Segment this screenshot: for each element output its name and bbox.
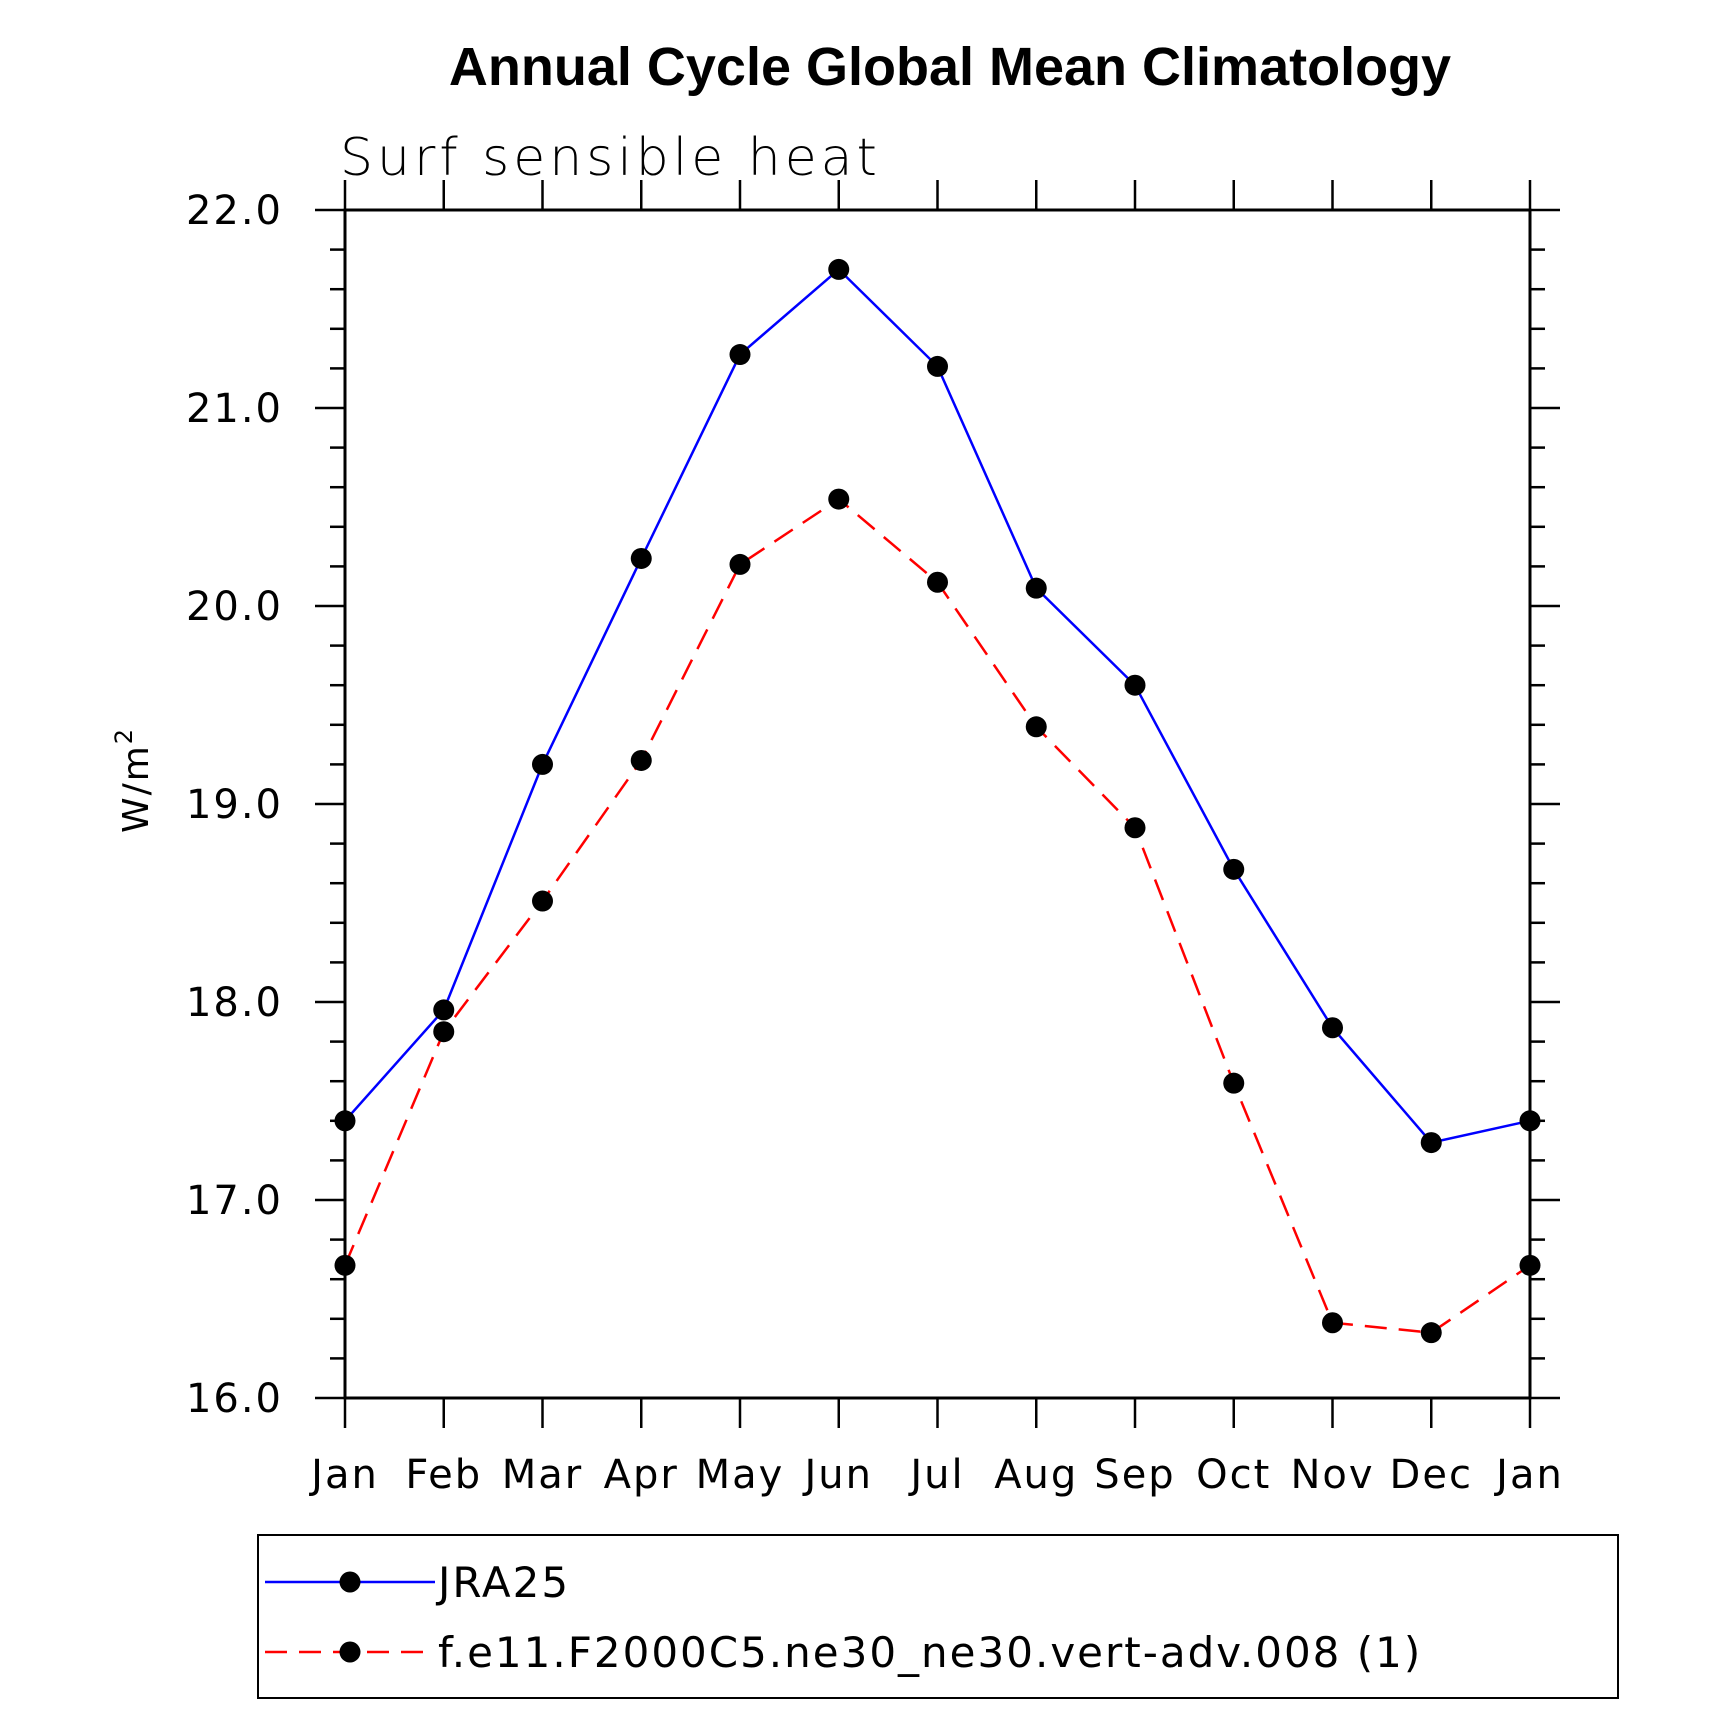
data-point-series-2 <box>1420 1322 1442 1344</box>
y-tick-label: 21.0 <box>186 386 283 432</box>
data-point-series-1 <box>729 344 751 366</box>
data-point-series-2 <box>1124 817 1146 839</box>
x-tick-label: Jul <box>907 1452 964 1498</box>
x-tick-label: May <box>696 1452 785 1498</box>
legend-label-1: JRA25 <box>435 1558 570 1607</box>
legend-marker-1 <box>339 1571 361 1593</box>
series-line-2 <box>343 497 1531 1334</box>
plot-frame <box>343 208 1532 1400</box>
y-axis-label: W/m2 <box>110 727 157 833</box>
data-point-series-1 <box>433 999 455 1021</box>
data-point-series-2 <box>433 1021 455 1043</box>
x-tick-label: Jun <box>802 1452 874 1498</box>
data-point-series-1 <box>1124 674 1146 696</box>
x-tick-label: Oct <box>1196 1452 1271 1498</box>
chart-title: Annual Cycle Global Mean Climatology <box>449 37 1451 97</box>
x-tick-label: Mar <box>502 1452 583 1498</box>
data-point-series-2 <box>630 749 652 771</box>
data-point-series-1 <box>1223 858 1245 880</box>
legend-box <box>257 1534 1619 1699</box>
data-point-series-2 <box>828 488 850 510</box>
svg-text:W/m2: W/m2 <box>110 727 157 833</box>
data-point-series-1 <box>1025 577 1047 599</box>
plot-area: 16.0 17.0 18.0 19.0 20.0 21.0 22.0 Jan Feb Mar Apr… <box>186 180 1564 1498</box>
data-point-series-1 <box>1519 1110 1541 1132</box>
y-tick-label: 20.0 <box>186 584 283 630</box>
data-point-series-1 <box>1322 1017 1343 1039</box>
chart-subtitle: Surf sensible heat <box>340 128 881 188</box>
x-tick-label: Sep <box>1094 1452 1175 1498</box>
series-line-1 <box>344 267 1531 1144</box>
y-tick-label: 18.0 <box>186 980 283 1026</box>
data-point-series-2 <box>1519 1254 1541 1276</box>
x-tick-label: Nov <box>1290 1452 1374 1498</box>
y-axis-label-superscript: 2 <box>110 727 138 744</box>
data-point-series-1 <box>1420 1132 1442 1154</box>
legend-marker-2 <box>339 1641 361 1663</box>
data-point-series-2 <box>532 890 553 912</box>
data-point-series-2 <box>927 571 948 593</box>
data-point-series-1 <box>532 753 553 775</box>
data-point-series-1 <box>334 1110 356 1132</box>
x-tick-label: Dec <box>1390 1452 1473 1498</box>
data-point-series-2 <box>334 1254 356 1276</box>
data-point-series-2 <box>729 553 751 575</box>
y-tick-label: 22.0 <box>186 188 283 234</box>
data-point-series-1 <box>927 355 948 377</box>
y-tick-label: 16.0 <box>186 1376 283 1422</box>
x-tick-label: Jan <box>308 1452 379 1498</box>
legend: JRA25 f.e11.F2000C5.ne30_ne30.vert-adv.00… <box>257 1534 1619 1699</box>
data-point-series-1 <box>828 258 850 280</box>
x-tick-label: Jan <box>1493 1452 1564 1498</box>
x-tick-label: Apr <box>604 1452 679 1498</box>
data-point-series-1 <box>630 547 652 569</box>
y-tick-label: 17.0 <box>186 1178 283 1224</box>
y-axis-label-text: W/m <box>116 744 157 833</box>
x-tick-label: Aug <box>994 1452 1078 1498</box>
data-point-series-2 <box>1322 1312 1343 1334</box>
data-point-series-2 <box>1223 1072 1245 1094</box>
legend-label-2: f.e11.F2000C5.ne30_ne30.vert-adv.008 (1) <box>438 1628 1422 1677</box>
x-tick-label: Feb <box>405 1452 482 1498</box>
data-point-series-2 <box>1025 716 1047 738</box>
y-tick-label: 19.0 <box>186 782 283 828</box>
